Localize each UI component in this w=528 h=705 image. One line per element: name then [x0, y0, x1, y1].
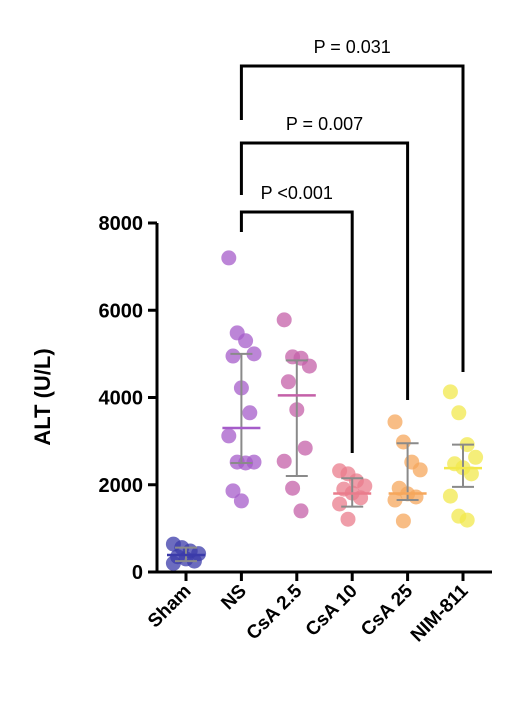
data-point: [387, 414, 403, 430]
data-point: [332, 496, 348, 512]
data-point: [276, 312, 292, 328]
data-point: [285, 480, 301, 496]
significance-bracket: [239, 141, 410, 400]
data-point: [293, 503, 309, 519]
data-point: [246, 346, 262, 362]
data-point: [463, 466, 479, 482]
significance-bracket: [239, 64, 465, 372]
significance-bracket: [239, 210, 354, 453]
data-point: [442, 384, 458, 400]
x-tick-label: NIM-811: [407, 580, 473, 646]
data-point: [221, 250, 237, 266]
y-axis-label: ALT (U/L): [30, 348, 55, 445]
data-point: [387, 492, 403, 508]
x-tick-label: CsA 10: [302, 581, 362, 641]
p-value-label: P <0.001: [261, 183, 333, 203]
data-point: [395, 513, 411, 529]
data-point: [442, 488, 458, 504]
p-value-label: P = 0.031: [314, 37, 391, 57]
data-point: [408, 489, 424, 505]
data-point: [238, 333, 254, 349]
data-point: [412, 462, 428, 478]
data-point: [276, 453, 292, 469]
y-tick-label: 6000: [99, 300, 144, 322]
data-point: [357, 478, 373, 494]
data-point: [165, 555, 181, 571]
data-point: [340, 511, 356, 527]
p-value-label: P = 0.007: [286, 114, 363, 134]
data-point: [459, 512, 475, 528]
data-point: [468, 449, 484, 465]
y-tick-label: 8000: [99, 213, 144, 235]
data-point: [246, 454, 262, 470]
data-point: [242, 405, 258, 421]
data-point: [301, 358, 317, 374]
data-point: [221, 428, 237, 444]
y-tick-label: 4000: [99, 388, 144, 410]
x-tick-label: CsA 2.5: [243, 580, 307, 644]
data-point: [225, 348, 241, 364]
data-point: [395, 434, 411, 450]
data-point: [225, 483, 241, 499]
data-point: [297, 440, 313, 456]
data-point: [451, 405, 467, 421]
data-point: [280, 374, 296, 390]
x-tick-label: NS: [217, 581, 251, 615]
y-tick-label: 0: [132, 562, 143, 584]
x-tick-label: Sham: [144, 581, 195, 632]
data-point: [233, 493, 249, 509]
y-tick-label: 2000: [99, 475, 144, 497]
